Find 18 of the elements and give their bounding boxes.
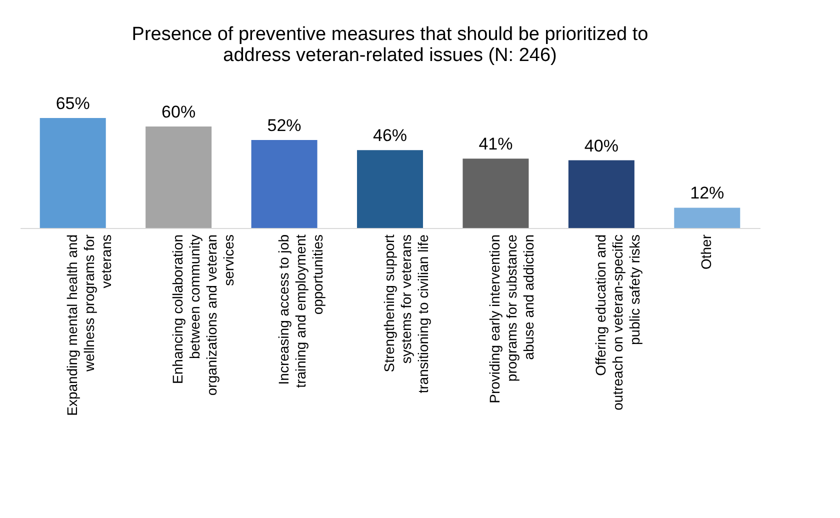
data-label: 12% [690,184,724,203]
bar [251,140,318,228]
x-tick-label: Other [698,234,714,270]
bar [568,160,634,228]
data-label: 41% [478,134,513,154]
bar [462,158,529,228]
x-tick-label: Enhancing collaboration between community organizations and veteran services [170,234,237,396]
bar [357,150,423,228]
bar [146,126,212,228]
x-tick-label: Expanding mental health and wellness programs for veterans [64,234,114,416]
chart-title: Presence of preventive measures that should be prioritized to address veteran-related issues (N: 246) [132,24,648,66]
bar [40,118,106,228]
data-label: 60% [162,102,196,122]
bar [674,208,740,228]
data-label: 40% [584,136,618,156]
data-label: 46% [372,126,408,146]
data-label: 52% [267,116,302,135]
data-label: 65% [56,94,90,113]
